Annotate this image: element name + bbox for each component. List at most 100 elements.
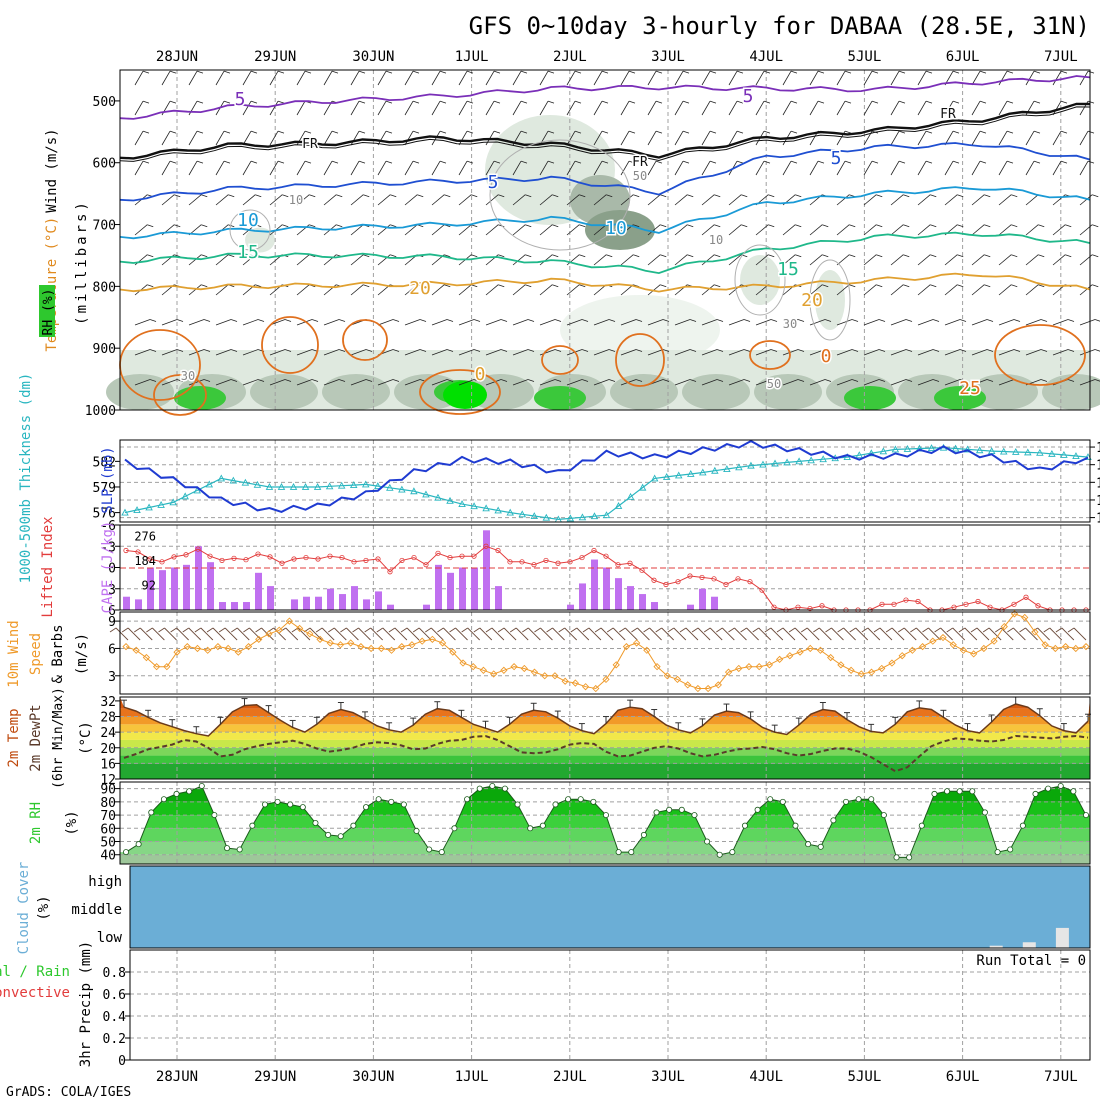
wind-speed-point (970, 650, 978, 658)
contour-loop-25 (994, 324, 1086, 386)
lifted-index-point (195, 546, 201, 552)
rh-point (956, 788, 963, 795)
rh-contour (229, 209, 271, 251)
wind-barb-staff (890, 194, 904, 206)
wind-barb-feather (500, 319, 508, 322)
rh-legend-swatch (39, 285, 55, 337)
wind-barb-feather (579, 224, 586, 228)
wind-barb-feather (412, 130, 420, 134)
surface-barb-feather (994, 627, 1002, 633)
surface-barb-staff (1073, 627, 1087, 641)
rh-point (817, 843, 824, 850)
thickness-point (759, 460, 767, 468)
surface-barb-staff (321, 627, 335, 641)
wind-barb-feather (932, 379, 940, 382)
wind-barb-staff (566, 130, 576, 146)
wind-barb-staff (404, 100, 414, 116)
wind-speed-point (898, 652, 906, 660)
wind-barb-staff (674, 130, 684, 146)
surface-barb-staff (988, 627, 1002, 641)
ylabel-2m-rh: 2m RH (28, 802, 44, 844)
rh-point (489, 782, 496, 789)
wind-barb-feather (147, 224, 154, 228)
rh-point (830, 817, 837, 824)
surface-barb-staff (285, 627, 299, 641)
wind-barb-staff (377, 100, 387, 116)
wind-barb-staff (539, 319, 556, 326)
rh-shade-blob (245, 227, 275, 253)
surface-barb-feather (691, 627, 699, 633)
lifted-index-point (975, 598, 981, 605)
surface-barb-feather (412, 627, 420, 633)
wind-speed-point (990, 637, 998, 645)
rh-point (135, 841, 142, 848)
lifted-index-point (291, 556, 297, 562)
surface-barb-feather (364, 627, 371, 633)
surface-barb-feather (800, 627, 808, 633)
thickness-point (674, 471, 683, 479)
wind-barb-feather (1067, 379, 1075, 382)
wind-barb-feather (1092, 284, 1099, 288)
lifted-index-point (171, 554, 177, 560)
wind-barb-feather (682, 160, 690, 164)
wind-barb-staff (782, 319, 799, 326)
surface-barb-staff (867, 627, 881, 641)
wind-barb-feather (282, 194, 289, 198)
surface-barb-staff (661, 627, 675, 641)
wind-barb-staff (890, 100, 900, 116)
thickness-point (145, 503, 153, 511)
wind-speed-point (571, 679, 579, 687)
wind-barb-staff (998, 319, 1015, 326)
rh-point (123, 849, 130, 856)
wind-barb-staff (674, 194, 688, 206)
thickness-point (193, 486, 201, 494)
thickness-point (915, 444, 924, 452)
surface-barb-staff (358, 627, 371, 641)
wind-barb-feather (284, 349, 292, 352)
wind-barb-feather (390, 254, 397, 258)
rh-point (362, 804, 369, 811)
wind-barb-feather (662, 349, 670, 352)
wind-barb-staff (620, 160, 630, 176)
cape-bar (315, 596, 322, 610)
cape-bar (639, 594, 646, 610)
cape-tick-label: 184 (134, 554, 156, 568)
surface-barb-feather (170, 627, 177, 633)
wind-barb-staff (485, 379, 502, 386)
wind-barb-staff (242, 100, 252, 116)
contour-line-5 (119, 142, 1091, 202)
wind-barb-staff (134, 70, 144, 86)
wind-barb-staff (890, 130, 900, 146)
wind-speed-point (561, 677, 569, 685)
rh-point (1019, 822, 1026, 829)
wind-barb-staff (404, 160, 414, 176)
contour-label: 30 (783, 317, 797, 331)
wind-barb-feather (714, 284, 721, 288)
wind-barb-staff (917, 224, 931, 236)
wind-barb-feather (1038, 254, 1045, 258)
wind-barb-staff (458, 100, 468, 116)
date-label-bottom: 3JUL (651, 1069, 685, 1085)
wind-barb-feather (898, 100, 906, 104)
rh-point (1070, 788, 1077, 795)
wind-barb-feather (628, 130, 636, 134)
wind-barb-feather (392, 319, 400, 322)
low-cloud-bar (1022, 942, 1036, 948)
wind-barb-staff (512, 284, 526, 296)
wind-barb-staff (674, 379, 691, 386)
lifted-index-point (879, 601, 885, 607)
surface-barb-staff (309, 627, 323, 641)
rh-shade-surface-blob (322, 374, 390, 410)
rh-shade-surface-blob (250, 374, 318, 410)
wind-barb-feather (984, 224, 991, 228)
wind-barb-staff (323, 349, 340, 356)
contour-label: 5 (235, 89, 246, 110)
cape-bar (363, 599, 370, 610)
rh-point (741, 822, 748, 829)
wind-barb-staff (485, 160, 495, 176)
wind-barb-feather (628, 100, 636, 104)
wind-barb-feather (311, 379, 319, 382)
wind-speed-point (122, 642, 130, 651)
rh-point (981, 809, 988, 816)
